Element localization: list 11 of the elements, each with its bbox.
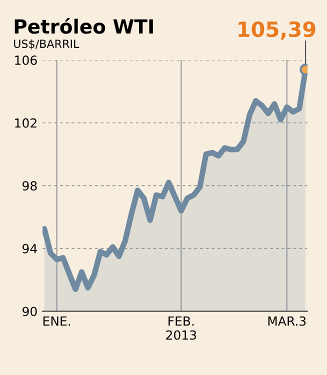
y-tick-label: 94: [22, 244, 37, 254]
chart-subtitle: US$/BARRIL: [14, 39, 80, 50]
x-tick-label: MAR.3: [268, 316, 306, 326]
chart-title: Petróleo WTI: [14, 18, 153, 34]
x-tick-label: ENE.: [43, 316, 70, 326]
y-tick-label: 98: [22, 181, 37, 191]
y-tick-label: 102: [15, 118, 36, 128]
y-tick-label: 90: [22, 306, 37, 316]
data-label: 105,39: [238, 21, 316, 40]
y-tick-label: 106: [15, 55, 37, 65]
x-tick-label: FEB. 2013: [166, 316, 196, 340]
